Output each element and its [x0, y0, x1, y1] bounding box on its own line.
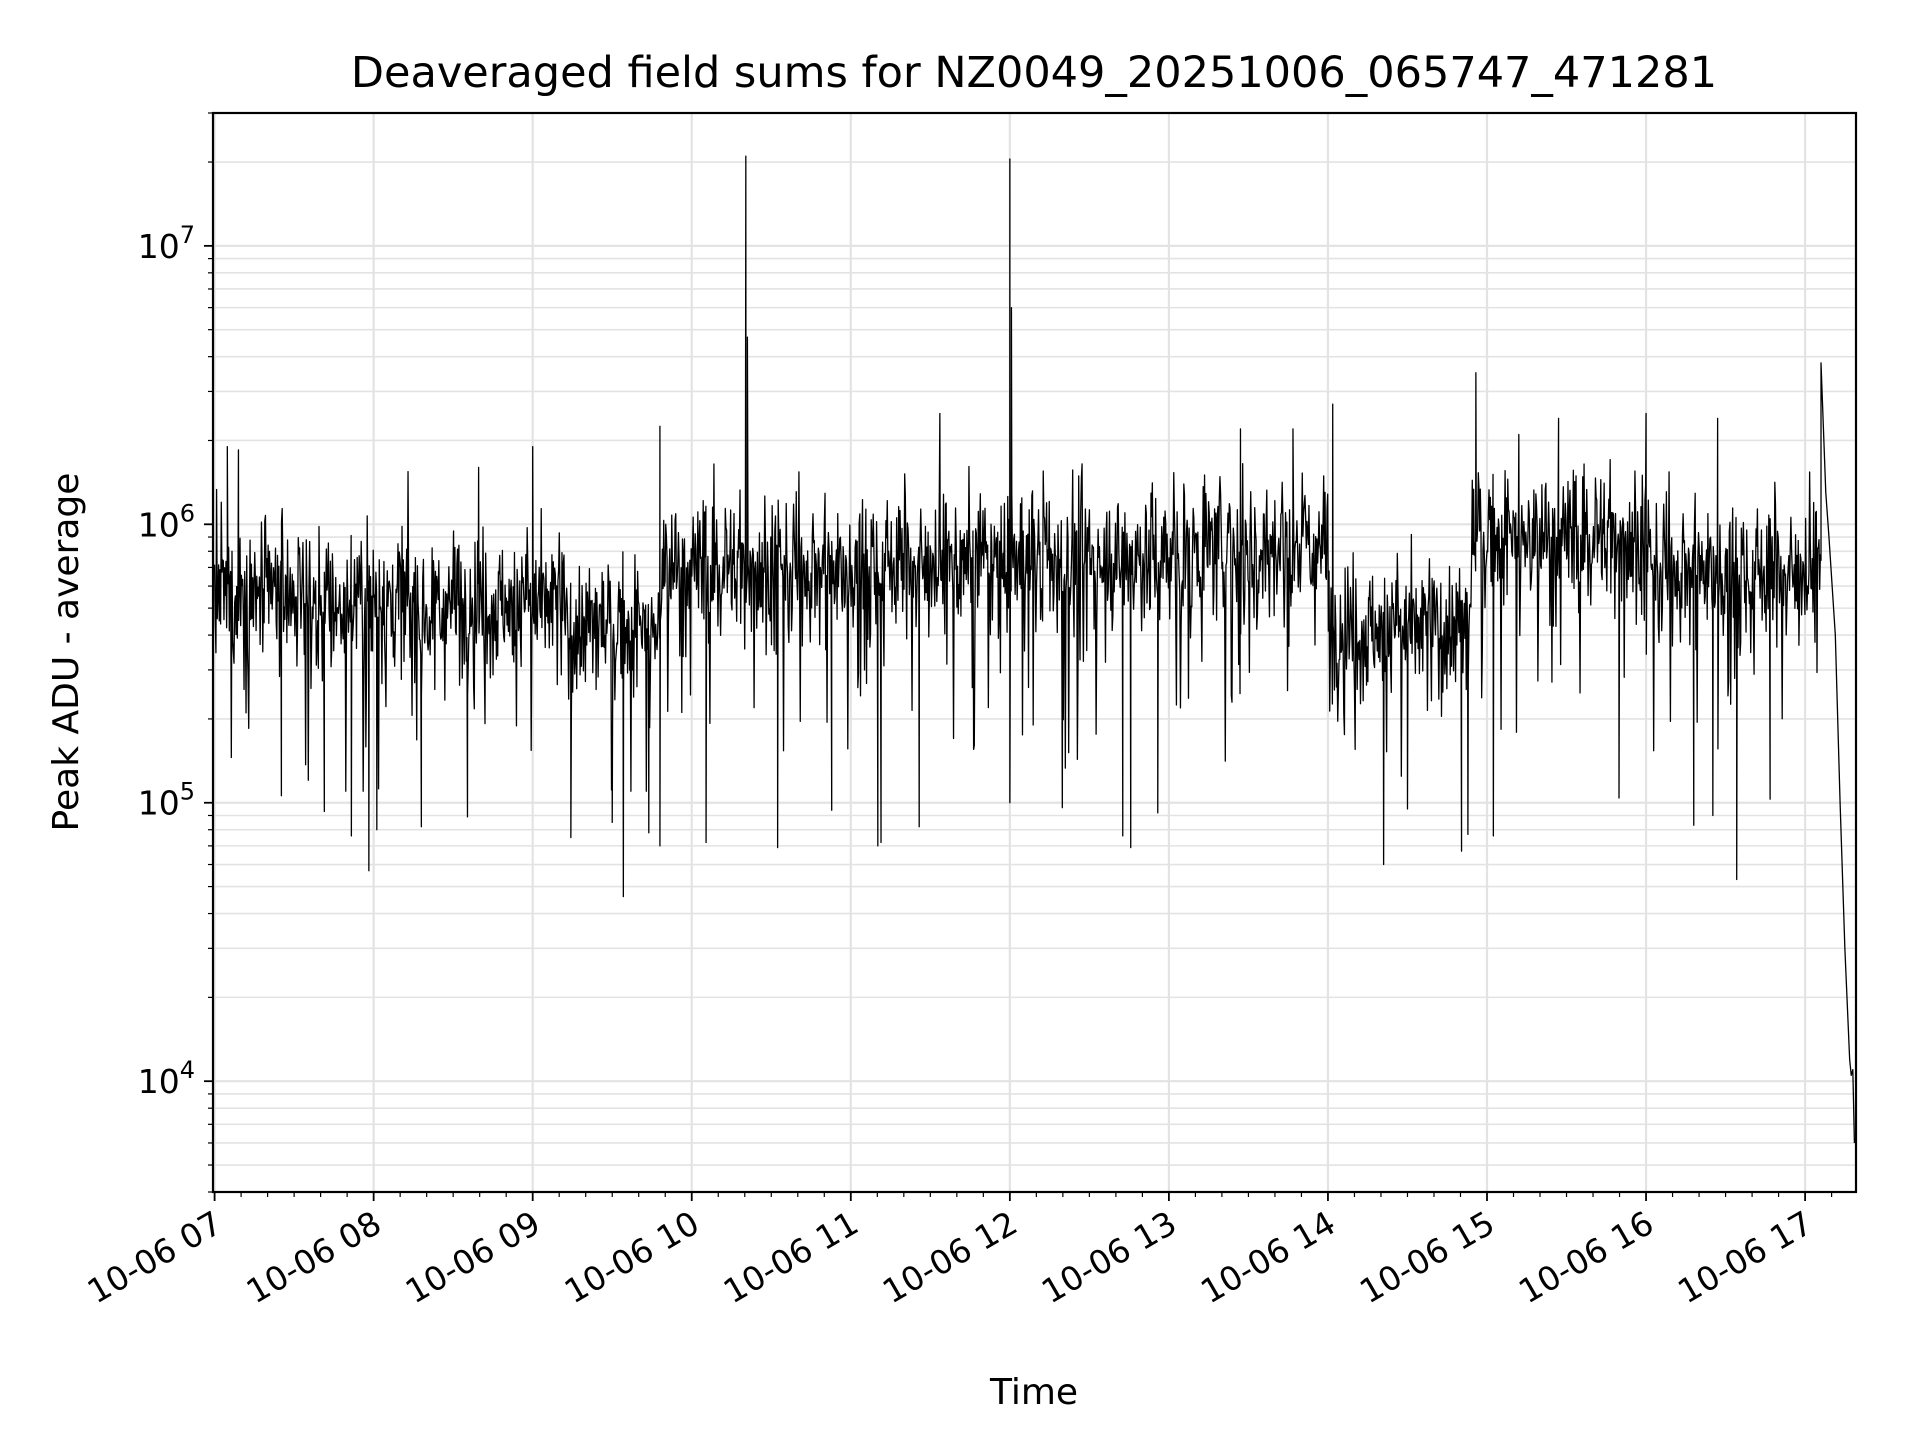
y-tick-exponent: 7 — [180, 221, 195, 249]
y-tick-base: 10 — [138, 505, 180, 544]
y-tick-base: 10 — [138, 784, 180, 823]
chart-title: Deaveraged field sums for NZ0049_2025100… — [351, 48, 1717, 98]
y-tick-label: 105 — [138, 778, 195, 823]
x-axis-label: Time — [989, 1372, 1078, 1413]
y-axis-label: Peak ADU - average — [46, 473, 87, 832]
data-layer — [213, 155, 1856, 1143]
series-line-peak-adu — [213, 155, 1856, 1143]
y-tick-label: 107 — [138, 221, 195, 266]
plot-frame — [211, 111, 1858, 1194]
y-tick-label: 104 — [138, 1056, 195, 1101]
y-tick-base: 10 — [138, 1062, 180, 1101]
y-tick-exponent: 5 — [180, 778, 195, 806]
y-tick-exponent: 6 — [180, 499, 195, 527]
y-tick-base: 10 — [138, 227, 180, 266]
y-tick-label: 106 — [138, 499, 195, 544]
y-tick-exponent: 4 — [180, 1056, 195, 1084]
